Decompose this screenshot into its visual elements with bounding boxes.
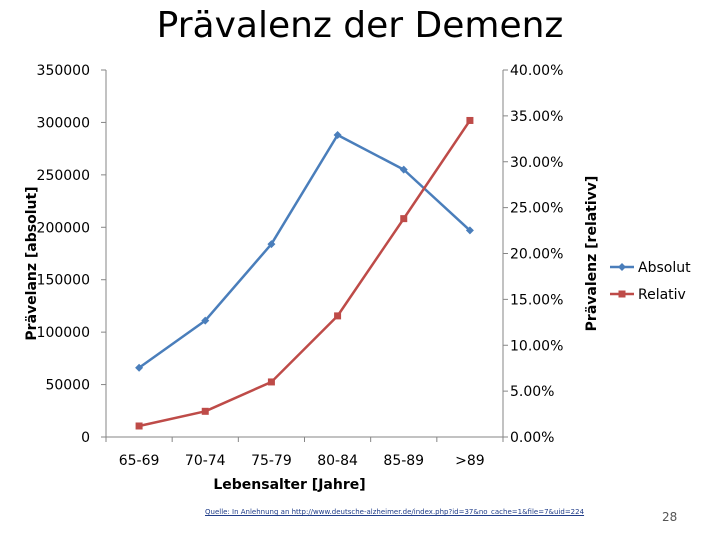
legend-marker-absolut — [618, 263, 626, 271]
x-axis-ticks: 65-69 70-74 75-79 80-84 85-89 >89 — [105, 437, 504, 469]
series-line-relativ — [138, 119, 471, 428]
legend-label-absolut: Absolut — [638, 260, 691, 276]
data-point-relativ — [400, 215, 408, 223]
legend-marker-relativ — [618, 290, 626, 298]
right-axis-ticks: 0.00% 5.00% 10.00% 15.00% 20.00% 25.00% 30.00%… — [503, 63, 563, 446]
line-chart: 0 50000 100000 150000 200000 250000 300000 3500… — [24, 63, 691, 493]
legend-label-relativ: Relativ — [638, 287, 686, 303]
x-tick-label: 80-84 — [317, 453, 358, 469]
data-point-relativ — [267, 378, 275, 386]
left-tick-label: 50000 — [45, 378, 90, 394]
left-tick-label: 100000 — [37, 325, 90, 341]
left-tick-label: 200000 — [37, 220, 90, 236]
x-tick-label: 75-79 — [251, 453, 292, 469]
source-link[interactable]: Quelle: In Anlehnung an http://www.deuts… — [205, 508, 585, 516]
right-tick-label: 25.00% — [510, 201, 563, 217]
data-point-absolut — [333, 131, 342, 140]
page-title: Prävalenz der Demenz — [156, 5, 564, 46]
series-line-absolut — [138, 133, 471, 369]
left-axis-ticks: 0 50000 100000 150000 200000 250000 300000 3500… — [37, 63, 106, 446]
x-tick-label: >89 — [455, 453, 485, 469]
data-point-relativ — [135, 422, 143, 430]
page-number: 28 — [662, 510, 678, 524]
left-tick-label: 350000 — [37, 63, 90, 79]
right-tick-label: 10.00% — [510, 338, 563, 354]
data-point-absolut — [135, 363, 144, 372]
right-axis-title: Prävalenz [relativv] — [584, 176, 600, 332]
data-point-absolut — [465, 226, 474, 235]
right-tick-label: 20.00% — [510, 247, 563, 263]
right-tick-label: 0.00% — [510, 430, 554, 446]
x-tick-label: 85-89 — [383, 453, 424, 469]
left-tick-label: 150000 — [37, 273, 90, 289]
data-point-relativ — [334, 312, 342, 320]
data-point-relativ — [201, 407, 209, 415]
x-tick-label: 70-74 — [185, 453, 226, 469]
data-point-absolut — [201, 316, 210, 325]
right-tick-label: 15.00% — [510, 292, 563, 308]
legend: Absolut Relativ — [610, 260, 691, 303]
x-axis-title: Lebensalter [Jahre] — [213, 477, 365, 493]
data-point-relativ — [466, 116, 474, 124]
right-tick-label: 5.00% — [510, 384, 554, 400]
data-point-absolut — [399, 165, 408, 174]
chart-axes — [105, 70, 504, 438]
right-tick-label: 40.00% — [510, 63, 563, 79]
series-layer — [135, 116, 474, 430]
x-tick-label: 65-69 — [119, 453, 160, 469]
data-point-absolut — [267, 240, 276, 249]
left-tick-label: 300000 — [37, 115, 90, 131]
left-axis-title: Prävelanz [absolut] — [24, 186, 40, 340]
right-tick-label: 30.00% — [510, 155, 563, 171]
left-tick-label: 250000 — [37, 168, 90, 184]
left-tick-label: 0 — [81, 430, 90, 446]
right-tick-label: 35.00% — [510, 109, 563, 125]
